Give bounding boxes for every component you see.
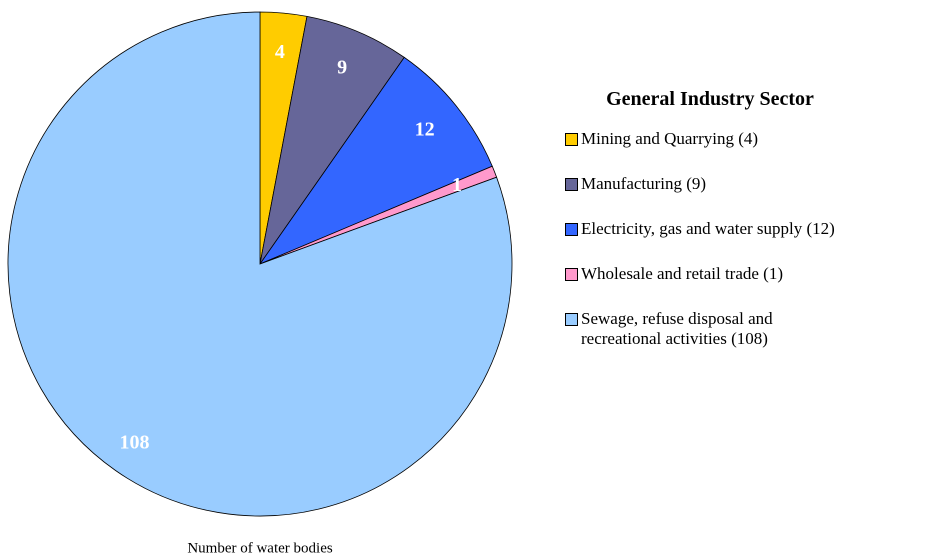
- legend-swatch: [565, 313, 578, 326]
- legend-swatch: [565, 268, 578, 281]
- data-label: 108: [119, 431, 149, 453]
- legend-item: Wholesale and retail trade (1): [565, 264, 925, 284]
- legend-label: Wholesale and retail trade (1): [581, 264, 784, 283]
- legend-label: Electricity, gas and water supply (12): [581, 219, 835, 238]
- legend-title: General Industry Sector: [606, 88, 814, 110]
- legend: General Industry Sector Mining and Quarr…: [565, 88, 925, 374]
- legend-item: Sewage, refuse disposal and recreational…: [565, 309, 925, 349]
- legend-label: Mining and Quarrying (4): [581, 129, 759, 148]
- pie-slice: [259, 15, 405, 265]
- pie-slice: [7, 11, 513, 517]
- legend-item: Electricity, gas and water supply (12): [565, 219, 925, 239]
- legend-label: Manufacturing (9): [581, 174, 707, 193]
- data-label: 12: [415, 119, 435, 141]
- x-axis-label: Number of water bodies: [187, 540, 333, 556]
- legend-swatch: [565, 223, 578, 236]
- data-label: 9: [337, 57, 347, 79]
- legend-swatch: [565, 133, 578, 146]
- legend-item: Mining and Quarrying (4): [565, 129, 925, 149]
- legend-item: Manufacturing (9): [565, 174, 925, 194]
- data-label: 4: [275, 41, 285, 63]
- data-label: 1: [452, 174, 462, 196]
- pie-slice: [258, 56, 493, 265]
- legend-swatch: [565, 178, 578, 191]
- legend-label: Sewage, refuse disposal and recreational…: [581, 309, 773, 348]
